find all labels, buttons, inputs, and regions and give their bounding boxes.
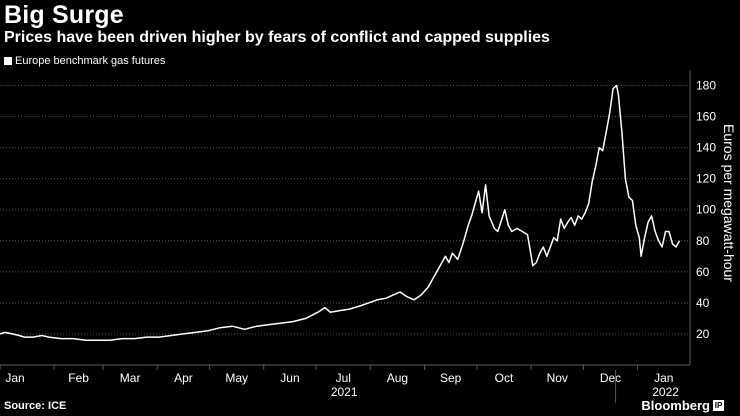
brand-name: Bloomberg [641,398,710,413]
source-note: Source: ICE [4,400,67,412]
legend-label: Europe benchmark gas futures [15,55,166,67]
brand-mark-icon: IP [713,400,724,411]
year-label-1: 2022 [652,385,679,399]
x-tick-label-0: Jan [5,371,24,385]
year-label-0: 2021 [331,385,358,399]
series-line-0 [0,84,681,341]
y-tick-label-60: 60 [696,265,710,279]
x-tick-label-7: Aug [387,371,408,385]
y-tick-label-40: 40 [696,296,710,310]
y-tick-label-180: 180 [696,79,716,93]
y-tick-label-160: 160 [696,110,716,124]
y-tick-label-20: 20 [696,327,710,341]
y-tick-label-100: 100 [696,203,716,217]
x-tick-label-10: Nov [547,371,568,385]
x-tick-label-1: Feb [68,371,89,385]
x-tick-label-8: Sep [440,371,462,385]
legend: Europe benchmark gas futures [4,55,165,67]
y-tick-label-80: 80 [696,234,710,248]
x-tick-label-12: Jan [654,371,673,385]
legend-swatch [4,57,12,65]
x-tick-label-2: Mar [120,371,141,385]
brand-logo: Bloomberg IP [641,398,724,413]
x-tick-label-6: Jul [336,371,351,385]
x-tick-label-5: Jun [280,371,299,385]
chart-subtitle: Prices have been driven higher by fears … [4,29,550,46]
x-tick-label-9: Oct [495,371,514,385]
x-tick-label-4: May [225,371,248,385]
x-tick-label-11: Dec [600,371,621,385]
y-axis-title: Euros per megawatt-hour [721,124,737,282]
y-tick-label-140: 140 [696,141,716,155]
chart-title: Big Surge [4,1,124,29]
y-tick-label-120: 120 [696,172,716,186]
x-tick-label-3: Apr [174,371,193,385]
